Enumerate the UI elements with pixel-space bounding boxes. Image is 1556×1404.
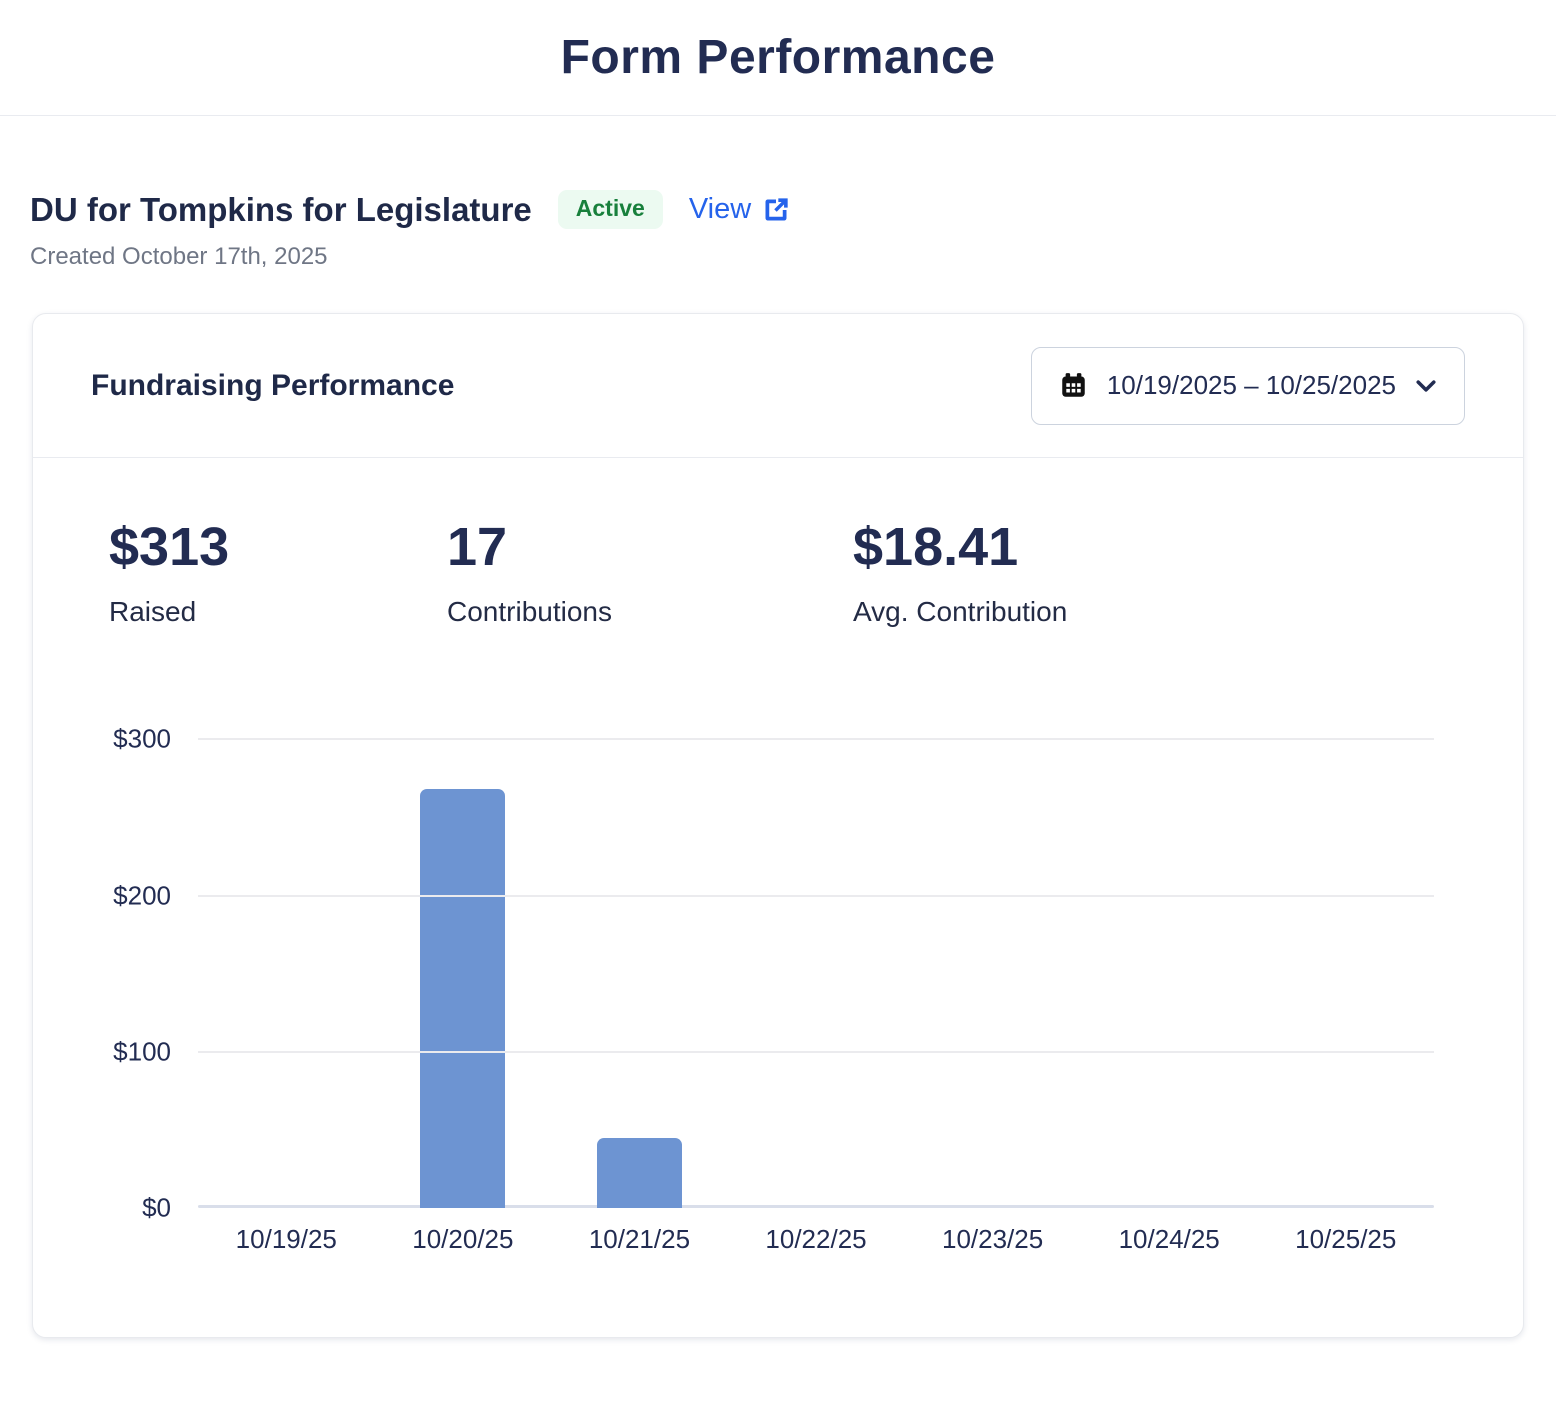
form-meta-section: DU for Tompkins for Legislature Active V… — [30, 190, 1556, 271]
stats-row: $313 Raised 17 Contributions $18.41 Avg.… — [109, 520, 1465, 628]
contributions-value: 17 — [447, 517, 508, 578]
date-range-selector[interactable]: 10/19/2025 – 10/25/2025 — [1030, 346, 1465, 425]
card-body: $313 Raised 17 Contributions $18.41 Avg.… — [33, 520, 1523, 1255]
x-axis-tick-label: 10/22/25 — [765, 1224, 867, 1255]
bar-column — [1081, 739, 1258, 1208]
fundraising-bar-chart: $0 $100 $200 $300 10/19/25 10/20/25 10/21/25 1… — [109, 724, 1465, 1255]
card-title: Fundraising Performance — [91, 368, 455, 402]
calendar-icon — [1060, 372, 1087, 399]
x-axis-tick-label: 10/21/25 — [588, 1224, 691, 1255]
avg-contribution-label: Avg. Contribution — [853, 596, 1068, 628]
raised-label: Raised — [109, 596, 197, 628]
form-name: DU for Tompkins for Legislature — [30, 190, 532, 228]
created-date-text: Created October 17th, 2025 — [30, 243, 328, 271]
form-title-row: DU for Tompkins for Legislature Active V… — [30, 190, 1556, 230]
date-range-value: 10/19/2025 – 10/25/2025 — [1106, 370, 1396, 401]
view-link[interactable]: View — [689, 193, 790, 226]
bar — [420, 789, 506, 1209]
stat-avg-contribution: $18.41 Avg. Contribution — [853, 520, 1067, 628]
stat-raised: $313 Raised — [109, 520, 447, 628]
x-axis-tick-label: 10/20/25 — [412, 1224, 514, 1255]
page-header: Form Performance — [0, 0, 1556, 116]
chart-x-axis-labels: 10/19/25 10/20/25 10/21/25 10/22/25 10/23/25… — [198, 1224, 1434, 1255]
x-axis-tick-label: 10/19/25 — [235, 1224, 337, 1255]
page-title: Form Performance — [560, 31, 996, 84]
y-axis-tick-label: $100 — [113, 1036, 171, 1067]
view-link-label: View — [688, 193, 752, 226]
fundraising-performance-card: Fundraising Performance — [32, 313, 1524, 1339]
gridline — [198, 1050, 1434, 1053]
bar-column — [728, 739, 905, 1208]
avg-contribution-value: $18.41 — [853, 517, 1019, 578]
card-header: Fundraising Performance — [33, 314, 1523, 459]
raised-value: $313 — [109, 517, 230, 578]
gridline — [198, 894, 1434, 897]
contributions-label: Contributions — [447, 596, 612, 628]
y-axis-tick-label: $300 — [113, 723, 171, 754]
gridline — [198, 738, 1434, 741]
chevron-down-icon — [1416, 378, 1436, 394]
chart-bars — [198, 739, 1434, 1209]
stat-contributions: 17 Contributions — [447, 520, 853, 628]
bar-column — [551, 739, 728, 1209]
bar-column — [198, 739, 375, 1208]
external-link-icon — [762, 196, 790, 224]
bar-column — [904, 739, 1081, 1208]
status-badge: Active — [557, 190, 663, 230]
x-axis-tick-label: 10/24/25 — [1118, 1224, 1220, 1255]
x-axis-baseline — [198, 1205, 1434, 1209]
y-axis-tick-label: $0 — [142, 1192, 171, 1223]
y-axis-tick-label: $200 — [113, 880, 171, 911]
bar-column — [375, 739, 552, 1209]
x-axis-tick-label: 10/23/25 — [941, 1224, 1044, 1255]
bar — [596, 1137, 682, 1209]
x-axis-tick-label: 10/25/25 — [1295, 1224, 1397, 1255]
chart-plot: $0 $100 $200 $300 — [113, 724, 1434, 1223]
bar-column — [1257, 739, 1434, 1208]
